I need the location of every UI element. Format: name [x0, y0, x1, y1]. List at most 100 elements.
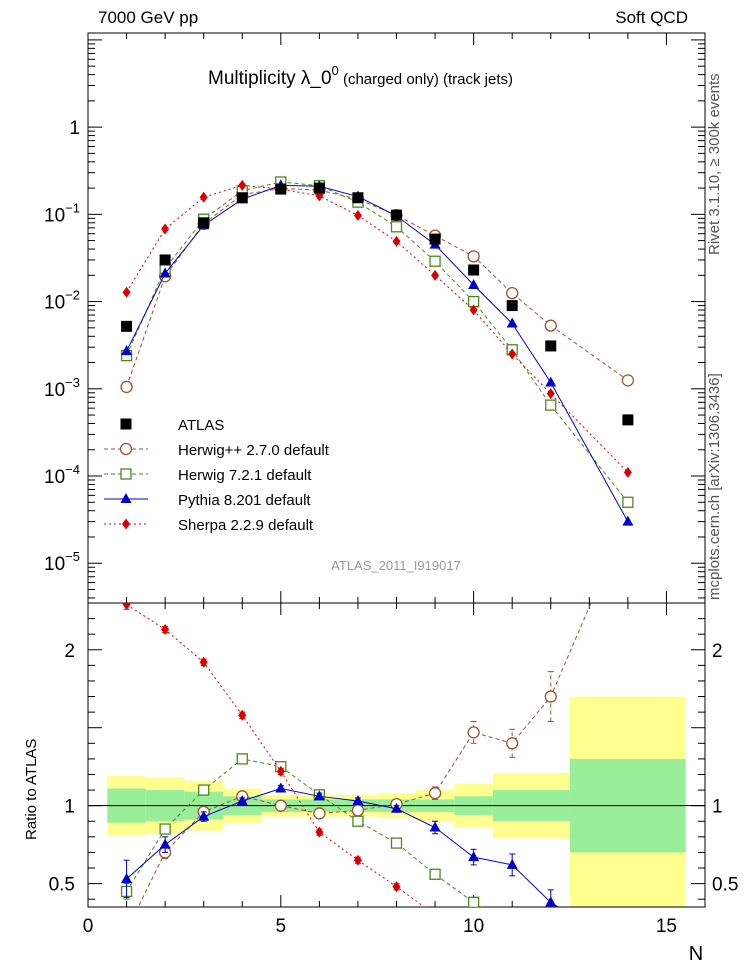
legend-label-1: Herwig 7.2.1 default [178, 467, 312, 484]
ratio-y-tick-label: 0.5 [49, 875, 75, 896]
ratio-0-point [544, 690, 557, 703]
ratio-0-point [506, 737, 519, 750]
series-3-point [353, 210, 362, 222]
atlas-data-point-shape [352, 192, 364, 204]
y-tick-exponent: −2 [65, 288, 80, 303]
series-2-point-shape [622, 515, 634, 526]
ratio-2-point [622, 945, 633, 955]
ratio-2-point [429, 821, 441, 832]
series-3-point-shape [431, 269, 440, 281]
legend-label-0: Herwig++ 2.7.0 default [178, 442, 330, 459]
ratio-2-point [506, 858, 518, 869]
ratio-3-point [161, 624, 170, 636]
ratio-0-point-shape [274, 799, 287, 812]
series-2-point [159, 267, 171, 278]
legend-label-atlas: ATLAS [178, 417, 224, 434]
ratio-1-point [623, 949, 633, 959]
legend-marker-2 [120, 493, 132, 503]
series-0-point [120, 380, 133, 394]
ratio-2-point-shape [159, 838, 171, 849]
ratio-3-point-shape [238, 709, 247, 721]
x-tick-label: 10 [463, 916, 484, 937]
series-1-point-shape [390, 221, 403, 233]
ratio-2-point-shape [622, 945, 633, 955]
series-3-point [122, 286, 131, 298]
ratio-0-point [121, 925, 132, 936]
series-3-point [161, 223, 170, 235]
ratio-0-point [428, 787, 442, 800]
series-0-point [506, 286, 519, 300]
chart-title-suffix: (charged only) (track jets) [339, 71, 513, 88]
ratio-1-point-shape [236, 753, 248, 765]
legend-entry-atlas: ATLAS [120, 417, 224, 434]
ratio-3-point [392, 881, 401, 893]
legend-marker-3 [122, 518, 130, 530]
y-tick-base: 10 [44, 293, 65, 314]
legend-label-2: Pythia 8.201 default [178, 492, 311, 509]
ratio-0-point-shape [506, 737, 519, 750]
ratio-2-point [545, 896, 557, 907]
series-3-point-shape [392, 235, 401, 247]
atlas-data-point [545, 340, 557, 352]
legend-marker-3-shape [122, 518, 130, 530]
x-axis-label: N [689, 943, 703, 965]
ratio-2-point-shape [275, 782, 287, 793]
y-tick-base: 10 [44, 467, 65, 488]
y-tick-base: 10 [44, 380, 65, 401]
ratio-3-point-shape [122, 603, 131, 611]
ratio-3-point [508, 937, 516, 948]
y-tick-exponent: −1 [65, 200, 80, 215]
ratio-3-point-shape [392, 881, 401, 893]
x-tick-label: 15 [656, 916, 677, 937]
series-0-point [544, 319, 557, 332]
ratio-2-point [352, 794, 364, 805]
ratio-1-point-shape [546, 933, 556, 943]
ratio-1-point [198, 784, 210, 796]
series-3-point [392, 235, 401, 247]
series-3-point [431, 269, 440, 281]
ratio-2-point [159, 838, 171, 849]
series-2-point-shape [121, 345, 133, 356]
ratio-0-point-shape [313, 807, 326, 820]
ratio-3-point [624, 951, 632, 962]
atlas-data-point-shape [121, 320, 133, 332]
atlas-data-point-shape [236, 192, 248, 204]
ratio-y-tick-label-right: 1 [712, 797, 723, 818]
ratio-2-point-shape [121, 872, 133, 883]
ratio-2-point [236, 794, 248, 805]
main-series [120, 176, 635, 526]
ratio-1-point [429, 868, 441, 880]
legend-marker-atlas-shape [120, 418, 132, 430]
ratio-0-point-shape [544, 690, 557, 703]
y-tick-base: 10 [44, 554, 65, 575]
series-3-point-shape [623, 466, 632, 478]
series-3-point [238, 179, 247, 191]
series-3-point [546, 388, 555, 400]
ratio-1-point-shape [467, 896, 480, 907]
ratio-1-point [159, 823, 171, 835]
ratio-2-point-shape [236, 794, 248, 805]
atlas-data-point [622, 414, 634, 426]
ratio-line-0 [137, 603, 592, 907]
ratio-1-point [467, 896, 480, 907]
ratio-y-tick-label: 1 [64, 797, 75, 818]
ratio-y-axis-label: Ratio to ATLAS [23, 739, 40, 840]
ratio-1-point-shape [352, 815, 364, 827]
x-tick-label: 0 [83, 916, 94, 937]
series-0-point-shape [120, 380, 133, 394]
ratio-2-point [198, 810, 210, 821]
ratio-0-point [274, 799, 287, 812]
ratio-1-point-shape [159, 823, 171, 835]
ratio-2-point-shape [545, 896, 557, 907]
series-3-point-shape [238, 179, 247, 191]
y-tick-label: 10−3 [44, 375, 80, 401]
series-2-point-shape [506, 317, 518, 328]
atlas-data-point-shape [313, 182, 325, 194]
atlas-data-point-shape [506, 300, 518, 312]
ratio-1-point-shape [507, 918, 517, 928]
series-1-point [545, 399, 557, 411]
atlas-data-point [236, 192, 248, 204]
series-1-point-shape [622, 496, 634, 508]
atlas-data-point [391, 209, 402, 221]
ratio-1-point-shape [390, 837, 403, 849]
